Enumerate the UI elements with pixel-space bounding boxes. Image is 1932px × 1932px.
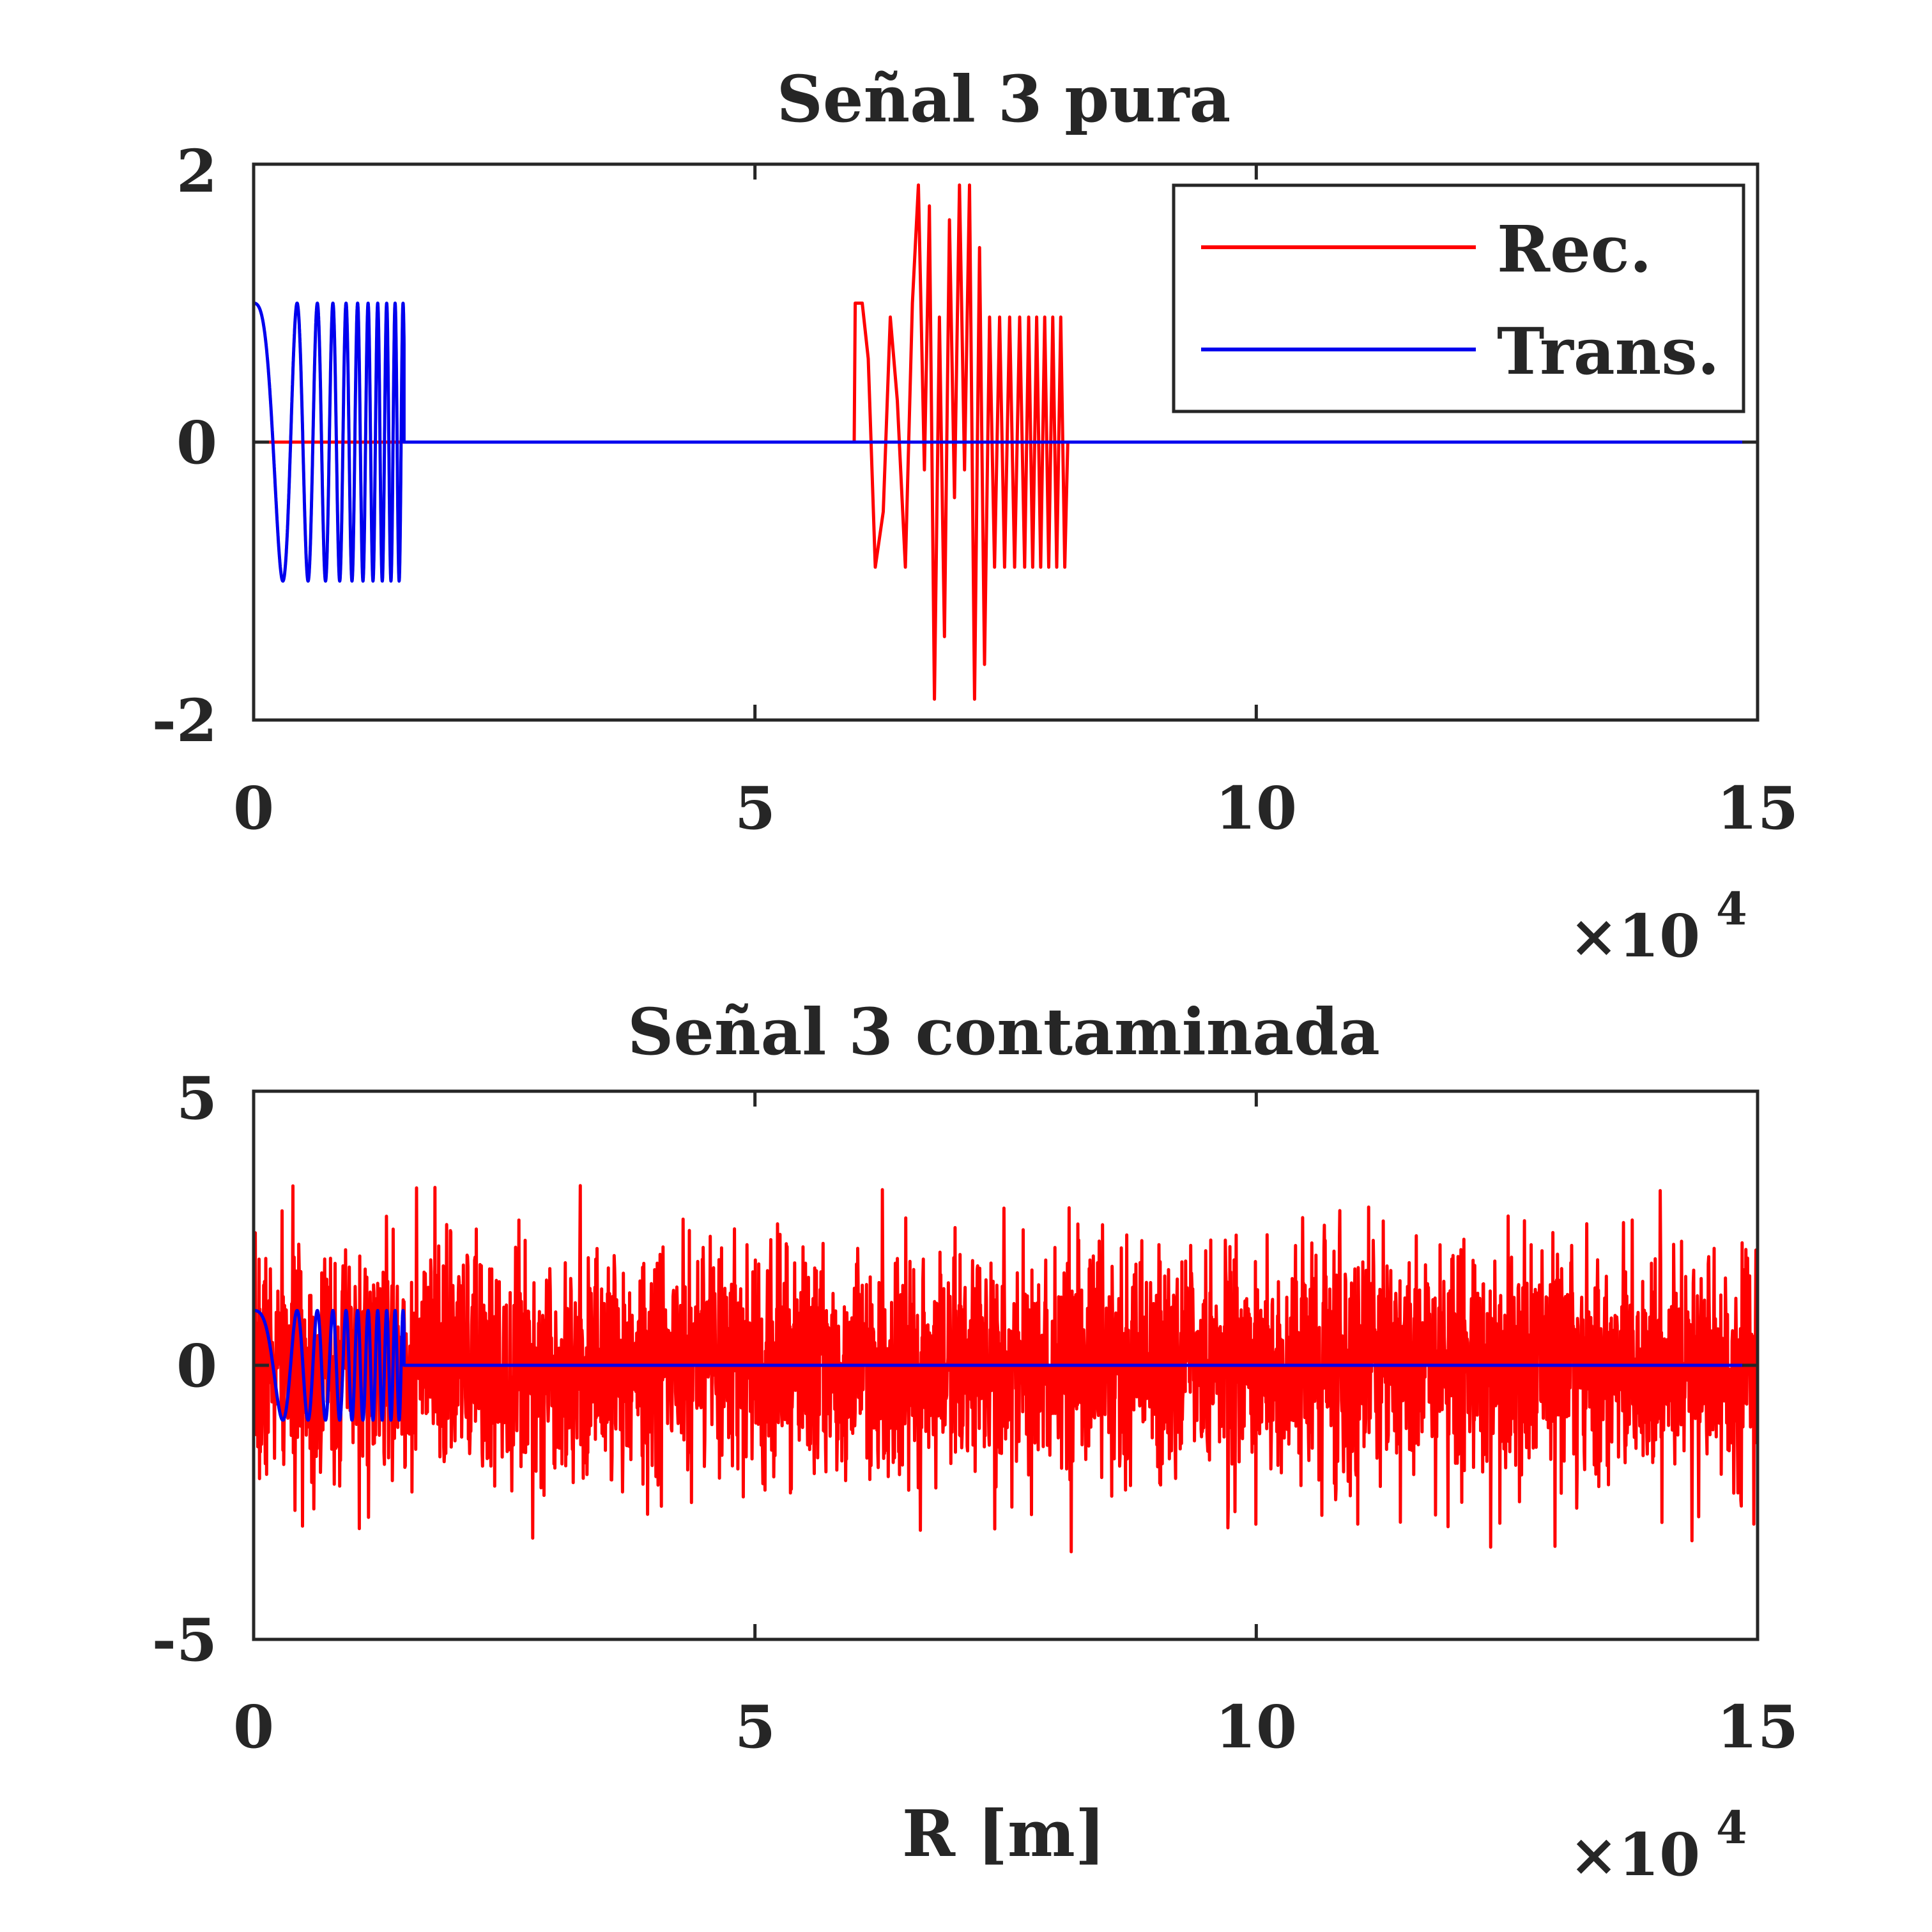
chart-title-bottom: Señal 3 contaminada <box>627 994 1380 1070</box>
y-tick-labels-top: 2 0 -2 <box>152 137 217 755</box>
legend-label-rec: Rec. <box>1497 211 1652 287</box>
series-line-trans <box>254 1308 1758 1422</box>
y-tick-label: 0 <box>176 1331 217 1400</box>
series-line-trans <box>254 302 1758 583</box>
x-exponent-power: 4 <box>1716 882 1747 935</box>
chart-title-top: Señal 3 pura <box>777 61 1231 137</box>
plot-area-top <box>252 162 1759 722</box>
x-exponent-top: ×10 4 <box>1569 882 1747 970</box>
x-tick-label: 15 <box>1717 1692 1798 1761</box>
y-tick-label: 0 <box>176 408 217 477</box>
x-tick-label: 10 <box>1215 1692 1297 1761</box>
y-tick-label: 5 <box>176 1064 217 1133</box>
legend-label-trans: Trans. <box>1497 314 1719 389</box>
x-exponent-label: ×10 <box>1569 1820 1700 1889</box>
x-exponent-power: 4 <box>1716 1801 1747 1854</box>
x-tick-label: 0 <box>233 774 274 843</box>
chart-panel-bottom: Señal 3 contaminada 5 0 -5 0 5 10 15 R [… <box>152 994 1798 1889</box>
y-tick-label: -2 <box>152 686 217 755</box>
x-tick-label: 5 <box>735 774 776 843</box>
axes-frame-bottom <box>252 1089 1759 1641</box>
x-tick-labels-top: 0 5 10 15 <box>233 774 1798 843</box>
series-line-rec <box>254 183 1758 701</box>
x-axis-label: R [m] <box>902 1796 1105 1871</box>
series-line-rec <box>254 1184 1758 1554</box>
legend: Rec. Trans. <box>1172 183 1745 413</box>
axes-frame-top <box>252 162 1759 722</box>
x-tick-label: 10 <box>1215 774 1297 843</box>
y-tick-labels-bottom: 5 0 -5 <box>152 1064 217 1675</box>
chart-panel-top: Señal 3 pura 2 0 -2 0 5 10 15 ×10 4 Rec.… <box>152 61 1798 970</box>
y-tick-label: -5 <box>152 1606 217 1675</box>
x-tick-label: 15 <box>1717 774 1798 843</box>
x-tick-labels-bottom: 0 5 10 15 <box>233 1692 1798 1761</box>
x-exponent-label: ×10 <box>1569 901 1700 970</box>
legend-box <box>1172 183 1745 413</box>
x-tick-label: 0 <box>233 1692 274 1761</box>
y-tick-label: 2 <box>176 137 217 206</box>
x-exponent-bottom: ×10 4 <box>1569 1801 1747 1889</box>
x-tick-label: 5 <box>735 1692 776 1761</box>
